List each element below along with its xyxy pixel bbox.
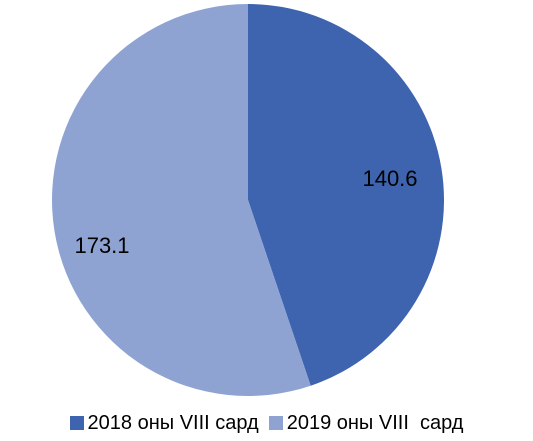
legend-item-2018: 2018 оны VIII сард (69, 411, 259, 435)
legend-swatch-2018 (69, 416, 84, 430)
legend-label-2018: 2018 оны VIII сард (87, 411, 259, 434)
chart-legend: 2018 оны VIII сард 2019 оны VIII сард (0, 405, 533, 441)
legend-label-2019: 2019 оны VIII сард (286, 411, 464, 434)
data-label-0: 140.6 (362, 166, 417, 191)
legend-swatch-2019 (268, 416, 283, 430)
pie-data-labels: 140.6 173.1 (74, 166, 417, 258)
pie-chart: 140.6 173.1 (51, 4, 444, 396)
data-label-1: 173.1 (74, 233, 129, 258)
pie-slice-0 (248, 4, 444, 386)
pie-slices (51, 4, 444, 396)
legend-item-2019: 2019 оны VIII сард (268, 411, 464, 435)
pie-slice-1 (51, 4, 311, 396)
